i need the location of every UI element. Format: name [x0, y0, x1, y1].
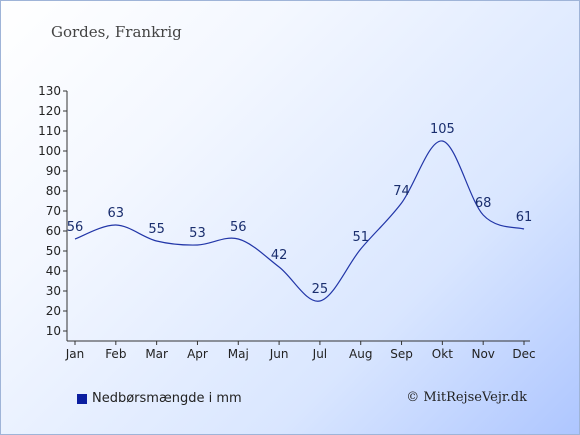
y-tick-label: 60: [46, 224, 61, 238]
data-labels: 56 63 55 53 56 42 25 51 74 105 68 61: [67, 122, 533, 297]
x-tick-label: Jul: [312, 347, 327, 361]
y-tick-label: 100: [38, 144, 61, 158]
legend: Nedbørsmængde i mm: [77, 391, 242, 406]
chart-title: Gordes, Frankrig: [51, 23, 182, 41]
y-tick-label: 20: [46, 304, 61, 318]
x-tick-label: Jan: [65, 347, 85, 361]
x-tick-label: Mar: [145, 347, 168, 361]
y-tick-label: 30: [46, 284, 61, 298]
data-label-nov: 68: [475, 196, 492, 211]
x-tick-label: Maj: [228, 347, 249, 361]
x-tick-label: Dec: [512, 347, 535, 361]
y-tick-label: 110: [38, 124, 61, 138]
data-label-mar: 55: [148, 222, 165, 237]
data-label-sep: 74: [393, 184, 410, 199]
data-label-apr: 53: [189, 226, 206, 241]
y-tick-label: 80: [46, 184, 61, 198]
y-tick-label: 50: [46, 244, 61, 258]
x-tick-label: Aug: [349, 347, 372, 361]
data-label-jan: 56: [67, 220, 84, 235]
legend-label: Nedbørsmængde i mm: [92, 391, 242, 406]
axes: [66, 91, 530, 342]
x-tick-label: Okt: [432, 347, 453, 361]
ticks: 10 20 30 40 50 60 70 80 90 100 110 120 130 Jan Feb Mar A…: [38, 84, 536, 361]
x-tick-label: Jun: [269, 347, 289, 361]
series: [74, 140, 525, 302]
precipitation-line: [74, 140, 525, 302]
x-tick-label: Apr: [187, 347, 208, 361]
y-tick-label: 130: [38, 84, 61, 98]
x-tick-label: Sep: [390, 347, 413, 361]
y-tick-label: 10: [46, 324, 61, 338]
data-label-dec: 61: [516, 210, 533, 225]
data-label-jul: 25: [312, 282, 329, 297]
x-tick-label: Nov: [471, 347, 494, 361]
copyright-text: © MitRejseVejr.dk: [406, 390, 527, 405]
x-tick-label: Feb: [105, 347, 126, 361]
y-tick-label: 120: [38, 104, 61, 118]
y-tick-label: 40: [46, 264, 61, 278]
data-label-jun: 42: [271, 248, 288, 263]
data-label-maj: 56: [230, 220, 247, 235]
data-label-aug: 51: [352, 230, 369, 245]
y-tick-label: 90: [46, 164, 61, 178]
y-tick-label: 70: [46, 204, 61, 218]
legend-swatch: [77, 393, 87, 404]
data-label-feb: 63: [108, 206, 125, 221]
data-label-okt: 105: [430, 122, 455, 137]
